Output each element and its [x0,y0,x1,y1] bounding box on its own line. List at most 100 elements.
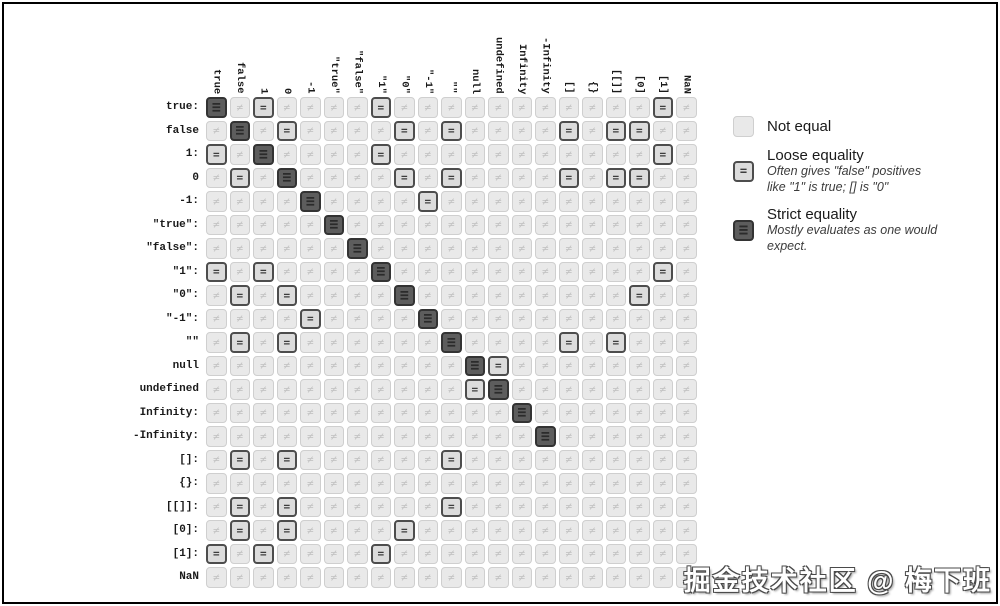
equality-cell-not-equal: ≠ [676,332,697,353]
equality-cell-not-equal: ≠ [676,567,697,588]
row-label: [0]: [172,524,199,537]
equality-cell-not-equal: ≠ [582,167,603,188]
equality-cell-not-equal: ≠ [582,144,603,165]
equality-cell-not-equal: ≠ [323,473,344,494]
equality-cell-not-equal: ≠ [229,308,250,329]
equality-cell-not-equal: ≠ [417,379,438,400]
equality-cell-loose-equality: = [652,144,673,165]
equality-cell-not-equal: ≠ [488,473,509,494]
column-header-label: -1 [304,81,317,94]
equality-cell-not-equal: ≠ [229,97,250,118]
equality-cell-not-equal: ≠ [206,308,227,329]
column-header-label: 0 [281,87,293,94]
equality-cell-not-equal: ≠ [535,379,556,400]
equality-cell-not-equal: ≠ [605,144,626,165]
equality-cell-not-equal: ≠ [276,144,297,165]
equality-cell-not-equal: ≠ [535,355,556,376]
equality-cell-not-equal: ≠ [629,97,650,118]
equality-cell-loose-equality: = [276,332,297,353]
equality-cell-not-equal: ≠ [605,567,626,588]
equality-cell-not-equal: ≠ [676,379,697,400]
equality-cell-not-equal: ≠ [558,496,579,517]
equality-cell-not-equal: ≠ [676,285,697,306]
column-header: null [465,8,486,94]
equality-cell-not-equal: ≠ [652,379,673,400]
column-header: Infinity [512,8,533,94]
equality-cell-not-equal: ≠ [582,261,603,282]
equality-cell-not-equal: ≠ [276,426,297,447]
equality-cell-not-equal: ≠ [253,426,274,447]
equality-cell-not-equal: ≠ [229,473,250,494]
legend: Not equal = Loose equality Often gives "… [733,116,983,255]
equality-cell-not-equal: ≠ [464,214,485,235]
column-header-label: Infinity [516,43,528,94]
legend-label-strict-equality: Strict equality [767,205,858,223]
equality-cell-not-equal: ≠ [488,191,509,212]
equality-cell-not-equal: ≠ [582,567,603,588]
equality-cell-not-equal: ≠ [605,543,626,564]
equality-cell-not-equal: ≠ [535,473,556,494]
equality-cell-not-equal: ≠ [676,167,697,188]
equality-cell-loose-equality: = [441,167,462,188]
equality-cell-not-equal: ≠ [417,426,438,447]
equality-cell-not-equal: ≠ [394,308,415,329]
equality-cell-not-equal: ≠ [629,308,650,329]
row-label: 0 [192,171,199,184]
equality-cell-not-equal: ≠ [676,120,697,141]
column-header: "" [441,8,462,94]
equality-cell-not-equal: ≠ [394,449,415,470]
equality-cell-not-equal: ≠ [488,167,509,188]
equality-cell-not-equal: ≠ [323,285,344,306]
equality-cell-not-equal: ≠ [253,379,274,400]
equality-cell-not-equal: ≠ [347,379,368,400]
equality-cell-not-equal: ≠ [323,120,344,141]
equality-cell-not-equal: ≠ [229,144,250,165]
equality-cell-not-equal: ≠ [652,214,673,235]
equality-cell-not-equal: ≠ [347,308,368,329]
equality-cell-not-equal: ≠ [464,97,485,118]
equality-cell-not-equal: ≠ [676,449,697,470]
equality-cell-not-equal: ≠ [464,144,485,165]
equality-cell-loose-equality: = [441,120,462,141]
equality-cell-not-equal: ≠ [276,238,297,259]
equality-cell-not-equal: ≠ [511,332,532,353]
equality-cell-not-equal: ≠ [511,449,532,470]
row-label: "false": [146,242,199,255]
equality-cell-not-equal: ≠ [370,214,391,235]
equality-cell-not-equal: ≠ [676,238,697,259]
equality-cell-loose-equality: = [253,261,274,282]
equality-cell-not-equal: ≠ [347,261,368,282]
equality-cell-not-equal: ≠ [582,97,603,118]
column-header-label: NaN [680,75,693,94]
equality-cell-not-equal: ≠ [300,567,321,588]
equality-cell-not-equal: ≠ [558,379,579,400]
equality-cell-not-equal: ≠ [629,355,650,376]
equality-cell-not-equal: ≠ [629,520,650,541]
equality-cell-not-equal: ≠ [253,355,274,376]
equality-cell-not-equal: ≠ [629,449,650,470]
equality-cell-not-equal: ≠ [300,355,321,376]
equality-cell-not-equal: ≠ [558,285,579,306]
equality-cell-not-equal: ≠ [511,144,532,165]
equality-cell-not-equal: ≠ [300,238,321,259]
equality-cell-loose-equality: = [300,308,321,329]
equality-cell-not-equal: ≠ [605,238,626,259]
equality-cell-not-equal: ≠ [629,214,650,235]
equality-cell-not-equal: ≠ [300,120,321,141]
equality-cell-not-equal: ≠ [558,261,579,282]
equality-cell-not-equal: ≠ [300,97,321,118]
equality-cell-not-equal: ≠ [511,426,532,447]
equality-cell-not-equal: ≠ [582,402,603,423]
row-label: "true": [152,218,199,231]
not-equal-swatch-icon [733,116,754,137]
equality-cell-not-equal: ≠ [676,426,697,447]
equality-cell-not-equal: ≠ [582,191,603,212]
column-header: [0] [629,8,650,94]
equality-cell-not-equal: ≠ [441,473,462,494]
equality-cell-not-equal: ≠ [605,214,626,235]
equality-cell-not-equal: ≠ [605,285,626,306]
equality-cell-loose-equality: = [629,120,650,141]
equality-cell-not-equal: ≠ [229,355,250,376]
equality-cell-not-equal: ≠ [417,167,438,188]
equality-cell-not-equal: ≠ [582,238,603,259]
